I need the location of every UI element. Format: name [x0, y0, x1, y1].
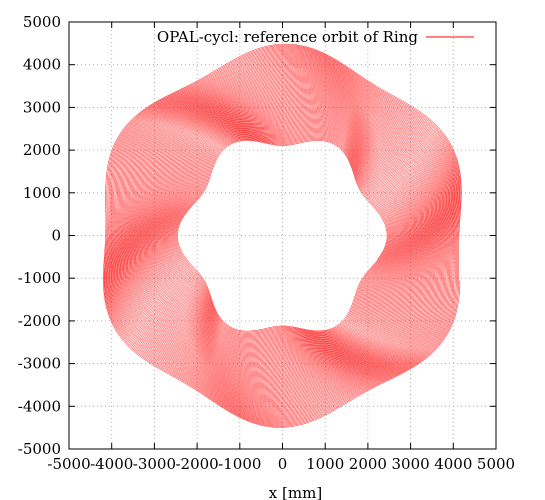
orbit-series [103, 43, 462, 428]
y-tick-label-6: 1000 [23, 184, 61, 202]
x-tick-labels: -5000 -4000 -3000 -2000 -1000 0 1000 2000 3000 40… [47, 455, 515, 473]
y-tick-label-10: 5000 [23, 13, 61, 31]
x-tick-label-0: -5000 [47, 455, 90, 473]
y-tick-label-4: -1000 [18, 269, 61, 287]
legend: OPAL-cycl: reference orbit of Ring [157, 28, 474, 46]
x-tick-label-4: -1000 [218, 455, 261, 473]
x-axis-label: x [mm] [269, 484, 322, 500]
x-tick-label-8: 3000 [392, 455, 430, 473]
x-tick-label-1: -4000 [90, 455, 133, 473]
y-tick-label-3: -2000 [18, 312, 61, 330]
x-tick-label-2: -3000 [133, 455, 176, 473]
x-tick-label-9: 4000 [434, 455, 472, 473]
y-tick-label-5: 0 [51, 227, 61, 245]
y-tick-label-1: -4000 [18, 397, 61, 415]
x-tick-label-10: 5000 [477, 455, 515, 473]
x-tick-label-6: 1000 [306, 455, 344, 473]
y-tick-label-2: -3000 [18, 355, 61, 373]
legend-label: OPAL-cycl: reference orbit of Ring [157, 28, 418, 46]
x-tick-label-5: 0 [278, 455, 288, 473]
axis-ticks [68, 21, 497, 450]
orbit-line [103, 43, 462, 428]
y-tick-label-0: -5000 [18, 440, 61, 458]
x-tick-label-7: 2000 [349, 455, 387, 473]
y-tick-label-7: 2000 [23, 141, 61, 159]
y-tick-labels: -5000 -4000 -3000 -2000 -1000 0 1000 2000 3000 40… [18, 13, 61, 458]
y-tick-label-8: 3000 [23, 98, 61, 116]
x-tick-label-3: -2000 [175, 455, 218, 473]
y-tick-label-9: 4000 [23, 56, 61, 74]
